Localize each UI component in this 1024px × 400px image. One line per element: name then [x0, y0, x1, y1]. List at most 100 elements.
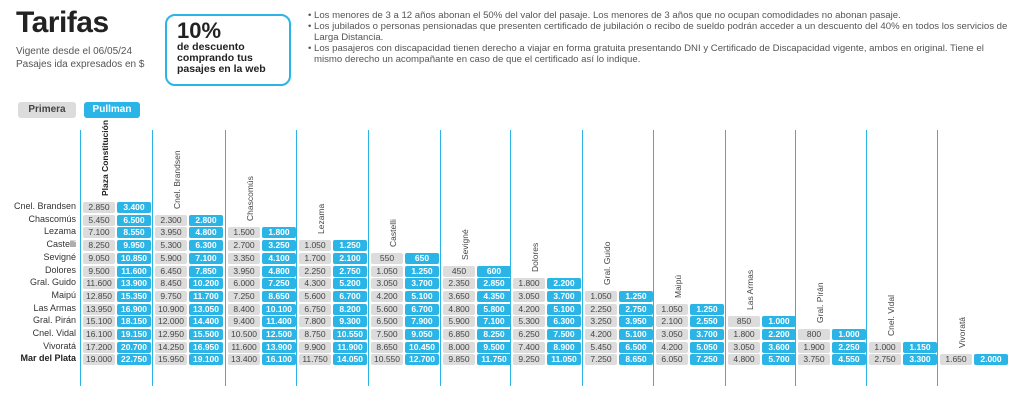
fare-pullman: 2.550	[690, 316, 724, 328]
column-divider	[582, 130, 583, 386]
fare-primera: 10.500	[228, 329, 260, 340]
fare-primera: 850	[728, 316, 760, 328]
fare-primera: 6.000	[228, 278, 260, 290]
fare-pullman: 12.700	[405, 354, 439, 366]
fare-pullman: 7.100	[477, 316, 511, 328]
fare-primera: 11.600	[83, 278, 115, 290]
fare-primera: 6.500	[371, 316, 403, 328]
fare-primera: 12.850	[83, 290, 115, 302]
fare-primera: 1.050	[371, 265, 403, 277]
fare-pullman: 4.350	[477, 290, 511, 302]
row-label: Las Armas	[33, 302, 76, 313]
fare-pullman: 600	[477, 265, 511, 277]
fare-pullman: 11.700	[189, 290, 223, 302]
fare-primera: 3.350	[228, 252, 260, 264]
fare-pullman: 3.400	[117, 202, 151, 213]
fare-pullman: 19.100	[189, 354, 223, 366]
fare-pullman: 4.550	[832, 354, 866, 366]
fare-pullman: 1.150	[903, 341, 937, 353]
fare-pullman: 3.600	[762, 341, 796, 353]
fare-primera: 7.250	[585, 354, 617, 366]
fare-primera: 7.100	[83, 227, 115, 239]
fare-primera: 2.250	[585, 303, 617, 315]
fare-pullman: 2.000	[974, 354, 1008, 366]
fare-pullman: 1.800	[262, 227, 296, 239]
fare-pullman: 7.250	[690, 354, 724, 366]
column-divider	[510, 130, 511, 386]
fare-primera: 6.750	[299, 303, 331, 315]
promo-badge: 10% de descuento comprando tus pasajes e…	[165, 14, 291, 86]
fare-pullman: 9.950	[117, 240, 151, 252]
fare-primera: 8.250	[83, 240, 115, 252]
fare-pullman: 1.250	[333, 240, 367, 252]
fare-pullman: 5.100	[405, 290, 439, 302]
fare-primera: 450	[443, 265, 475, 277]
fare-primera: 13.400	[228, 354, 260, 366]
fare-pullman: 6.300	[189, 240, 223, 252]
fare-pullman: 15.350	[117, 290, 151, 302]
row-label: Lezama	[43, 226, 76, 237]
fare-primera: 11.750	[299, 354, 331, 366]
fare-pullman: 10.100	[262, 303, 296, 315]
column-header: Vivoratá	[957, 317, 967, 349]
fare-pullman: 2.250	[832, 341, 866, 353]
fare-primera: 11.600	[228, 341, 260, 353]
fare-primera: 3.050	[371, 278, 403, 290]
fare-primera: 3.950	[155, 227, 187, 239]
row-label: Sevigné	[43, 251, 76, 262]
promo-line-3: pasajes en la web	[177, 63, 266, 75]
fare-primera: 2.700	[228, 240, 260, 252]
fare-pullman: 12.500	[262, 329, 296, 340]
fare-pullman: 4.100	[262, 252, 296, 264]
fare-pullman: 10.450	[405, 341, 439, 353]
fare-primera: 1.800	[728, 329, 760, 340]
column-header: Maipú	[673, 274, 683, 298]
tab-primera[interactable]: Primera	[18, 102, 76, 118]
fare-primera: 2.300	[155, 214, 187, 226]
fare-primera: 4.300	[299, 278, 331, 290]
fare-pullman: 8.200	[333, 303, 367, 315]
fare-pullman: 3.700	[690, 329, 724, 340]
fare-pullman: 16.100	[262, 354, 296, 366]
fare-primera: 1.700	[299, 252, 331, 264]
fare-primera: 3.950	[228, 265, 260, 277]
fare-pullman: 16.950	[189, 341, 223, 353]
fare-primera: 6.250	[513, 329, 545, 340]
fare-pullman: 13.050	[189, 303, 223, 315]
fare-pullman: 5.700	[762, 354, 796, 366]
fare-pullman: 14.400	[189, 316, 223, 328]
column-header: Gral. Guido	[602, 241, 612, 285]
fare-pullman: 3.950	[619, 316, 653, 328]
column-header: Cnel. Vidal	[886, 294, 896, 336]
fare-pullman: 6.700	[333, 290, 367, 302]
fare-primera: 5.900	[155, 252, 187, 264]
fare-pullman: 5.800	[477, 303, 511, 315]
fare-pullman: 7.850	[189, 265, 223, 277]
fare-pullman: 6.700	[405, 303, 439, 315]
fare-primera: 14.250	[155, 341, 187, 353]
fare-primera: 6.850	[443, 329, 475, 340]
fare-pullman: 9.050	[405, 329, 439, 340]
fare-pullman: 13.900	[262, 341, 296, 353]
column-header: Lezama	[316, 203, 326, 235]
fare-primera: 8.400	[228, 303, 260, 315]
fare-pullman: 5.050	[690, 341, 724, 353]
fare-pullman: 13.900	[117, 278, 151, 290]
fare-primera: 6.450	[155, 265, 187, 277]
promo-line-2: comprando tus	[177, 52, 253, 64]
tab-pullman[interactable]: Pullman	[84, 102, 140, 118]
fare-pullman: 6.300	[547, 316, 581, 328]
column-divider	[296, 130, 297, 386]
fare-primera: 1.500	[228, 227, 260, 239]
fare-pullman: 6.500	[619, 341, 653, 353]
fare-primera: 5.300	[513, 316, 545, 328]
fare-primera: 4.800	[728, 354, 760, 366]
fare-primera: 7.400	[513, 341, 545, 353]
fare-pullman: 16.900	[117, 303, 151, 315]
fare-primera: 1.050	[299, 240, 331, 252]
fare-pullman: 1.000	[832, 329, 866, 340]
fare-pullman: 6.500	[117, 214, 151, 226]
fare-primera: 9.050	[83, 252, 115, 264]
column-divider	[795, 130, 796, 386]
fare-primera: 5.300	[155, 240, 187, 252]
